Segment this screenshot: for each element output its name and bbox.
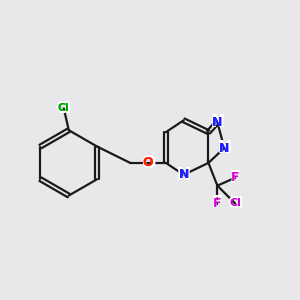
Text: N: N [210, 113, 224, 131]
Text: F: F [212, 194, 223, 212]
Text: O: O [143, 156, 153, 170]
Text: O: O [141, 154, 155, 172]
Text: Cl: Cl [56, 101, 72, 116]
Text: N: N [218, 139, 231, 157]
Text: Cl: Cl [58, 103, 70, 113]
Text: N: N [210, 113, 224, 131]
Text: N: N [177, 166, 190, 184]
Text: F: F [213, 197, 222, 210]
Text: Cl: Cl [58, 103, 70, 113]
Text: N: N [177, 166, 190, 184]
Text: N: N [219, 142, 230, 154]
Text: O: O [141, 154, 155, 172]
Text: N: N [178, 168, 189, 181]
Text: F: F [231, 171, 239, 184]
Text: N: N [178, 168, 189, 181]
Text: N: N [218, 139, 231, 157]
Text: N: N [219, 142, 230, 154]
Text: Cl: Cl [229, 199, 241, 208]
Text: N: N [212, 116, 223, 129]
Text: O: O [143, 156, 153, 170]
Text: Cl: Cl [227, 196, 243, 211]
Text: F: F [230, 169, 241, 187]
Text: Cl: Cl [56, 101, 72, 116]
Text: N: N [212, 116, 223, 129]
